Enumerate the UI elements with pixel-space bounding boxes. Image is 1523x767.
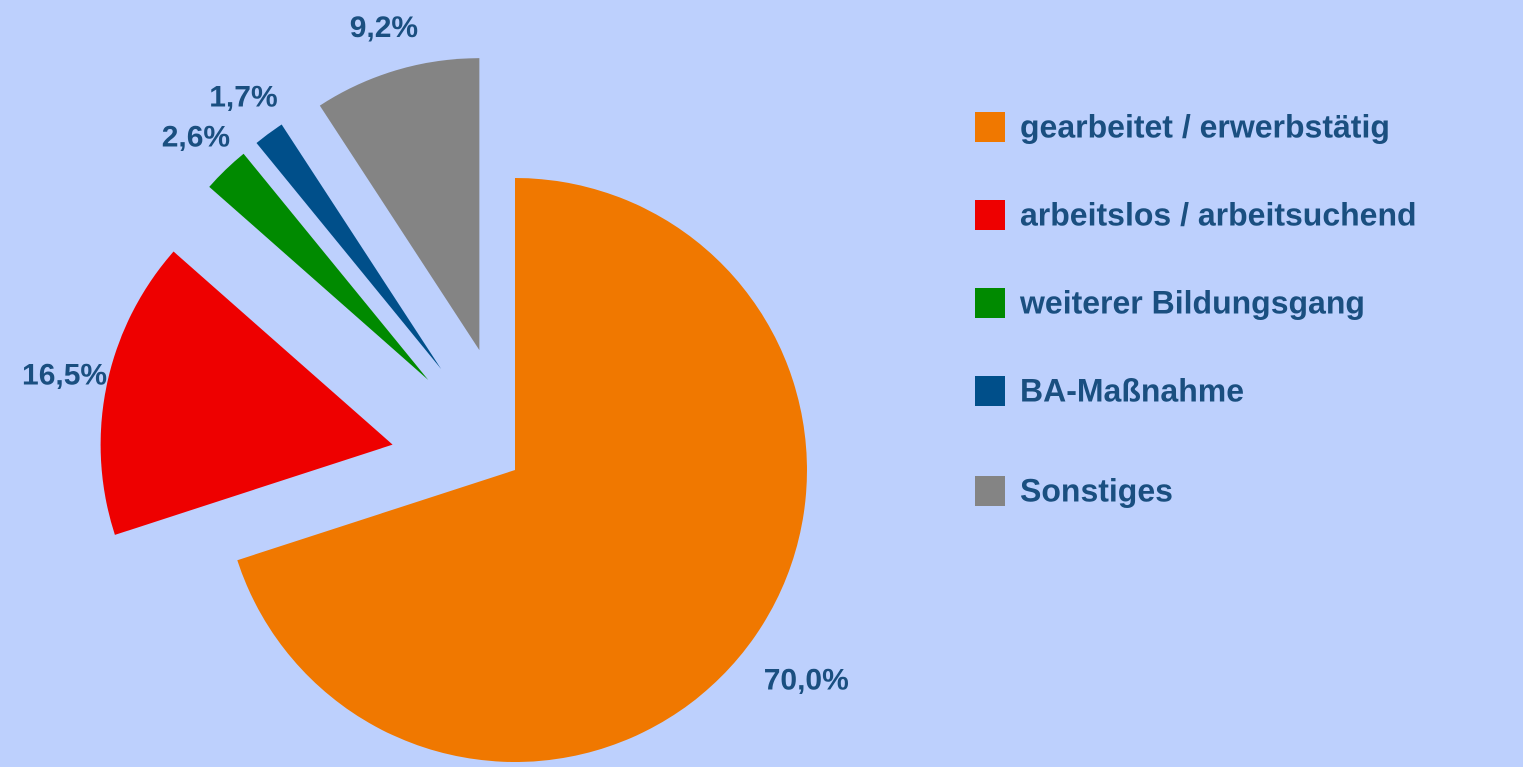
pie-slice bbox=[209, 153, 429, 380]
value-label: 1,7% bbox=[209, 81, 277, 114]
legend-swatch bbox=[975, 376, 1005, 406]
legend-label: Sonstiges bbox=[1020, 472, 1173, 508]
legend-label: weiterer Bildungsgang bbox=[1019, 284, 1365, 320]
pie-slice bbox=[100, 251, 393, 535]
pie-slice bbox=[319, 58, 480, 351]
pie-slice bbox=[256, 124, 442, 370]
legend-label: BA-Maßnahme bbox=[1020, 372, 1244, 408]
legend-label: gearbeitet / erwerbstätig bbox=[1020, 108, 1390, 144]
value-label: 70,0% bbox=[764, 664, 849, 697]
legend-label: arbeitslos / arbeitsuchend bbox=[1020, 196, 1417, 232]
value-label: 2,6% bbox=[162, 121, 230, 154]
legend-swatch bbox=[975, 476, 1005, 506]
value-label: 9,2% bbox=[350, 11, 418, 44]
pie-slice bbox=[237, 178, 808, 762]
legend-swatch bbox=[975, 288, 1005, 318]
value-label: 16,5% bbox=[22, 359, 107, 392]
legend-swatch bbox=[975, 112, 1005, 142]
legend-swatch bbox=[975, 200, 1005, 230]
